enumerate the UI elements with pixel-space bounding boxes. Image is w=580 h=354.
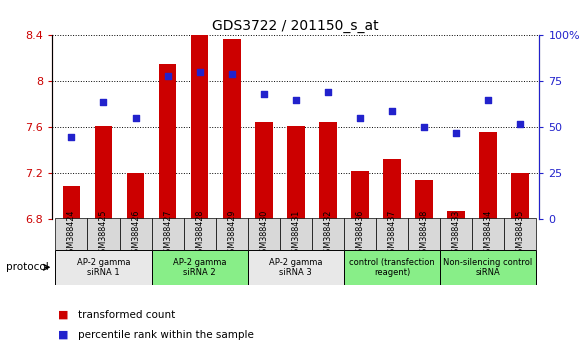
Point [227,71,236,77]
Bar [255,122,273,219]
Text: GSM388434: GSM388434 [484,210,492,258]
Bar [119,218,151,250]
Text: GSM388427: GSM388427 [163,209,172,258]
Text: GSM388438: GSM388438 [419,210,429,258]
Point [451,130,461,136]
Bar [440,250,536,285]
Text: protocol: protocol [6,262,49,272]
Text: GSM388435: GSM388435 [516,210,525,258]
Text: AP-2 gamma
siRNA 2: AP-2 gamma siRNA 2 [173,258,226,277]
Point [131,115,140,121]
Text: ■: ■ [58,330,68,339]
Bar [191,35,208,219]
Point [484,97,493,103]
Point [419,125,429,130]
Bar [95,126,113,219]
Bar [504,218,536,250]
Text: GSM388429: GSM388429 [227,209,236,258]
Text: GSM388433: GSM388433 [452,210,461,258]
Bar [351,171,369,219]
Bar [88,218,119,250]
Bar [344,218,376,250]
Point [99,99,108,104]
Text: AP-2 gamma
siRNA 3: AP-2 gamma siRNA 3 [269,258,322,277]
Text: GSM388437: GSM388437 [387,210,397,258]
Bar [415,180,433,219]
Bar [319,122,336,219]
Bar [440,218,472,250]
Point [323,90,332,95]
Bar [383,159,401,219]
Text: GSM388430: GSM388430 [259,210,268,258]
Bar [126,173,144,219]
Point [163,73,172,79]
Text: Non-silencing control
siRNA: Non-silencing control siRNA [444,258,533,277]
Bar [447,211,465,219]
Bar [223,39,241,219]
Bar [184,218,216,250]
Point [259,91,269,97]
Title: GDS3722 / 201150_s_at: GDS3722 / 201150_s_at [212,19,379,33]
Bar [151,250,248,285]
Bar [280,218,312,250]
Point [195,69,204,75]
Bar [63,186,80,219]
Text: transformed count: transformed count [78,310,176,320]
Text: AP-2 gamma
siRNA 1: AP-2 gamma siRNA 1 [77,258,130,277]
Text: control (transfection
reagent): control (transfection reagent) [349,258,435,277]
Bar [56,250,151,285]
Text: GSM388426: GSM388426 [131,210,140,258]
Bar [312,218,344,250]
Text: GSM388424: GSM388424 [67,210,76,258]
Text: percentile rank within the sample: percentile rank within the sample [78,330,254,339]
Text: GSM388428: GSM388428 [195,210,204,258]
Point [356,115,365,121]
Text: ■: ■ [58,310,68,320]
Bar [472,218,504,250]
Text: GSM388432: GSM388432 [324,210,332,258]
Point [516,121,525,127]
Bar [512,173,529,219]
Bar [56,218,88,250]
Bar [159,64,176,219]
Bar [344,250,440,285]
Bar [376,218,408,250]
Bar [408,218,440,250]
Text: GSM388431: GSM388431 [291,210,300,258]
Point [67,134,76,139]
Bar [479,132,497,219]
Bar [216,218,248,250]
Bar [248,218,280,250]
Point [291,97,300,103]
Text: GSM388436: GSM388436 [356,210,364,258]
Text: GSM388425: GSM388425 [99,209,108,258]
Bar [287,126,305,219]
Point [387,108,397,114]
Bar [151,218,184,250]
Bar [248,250,344,285]
